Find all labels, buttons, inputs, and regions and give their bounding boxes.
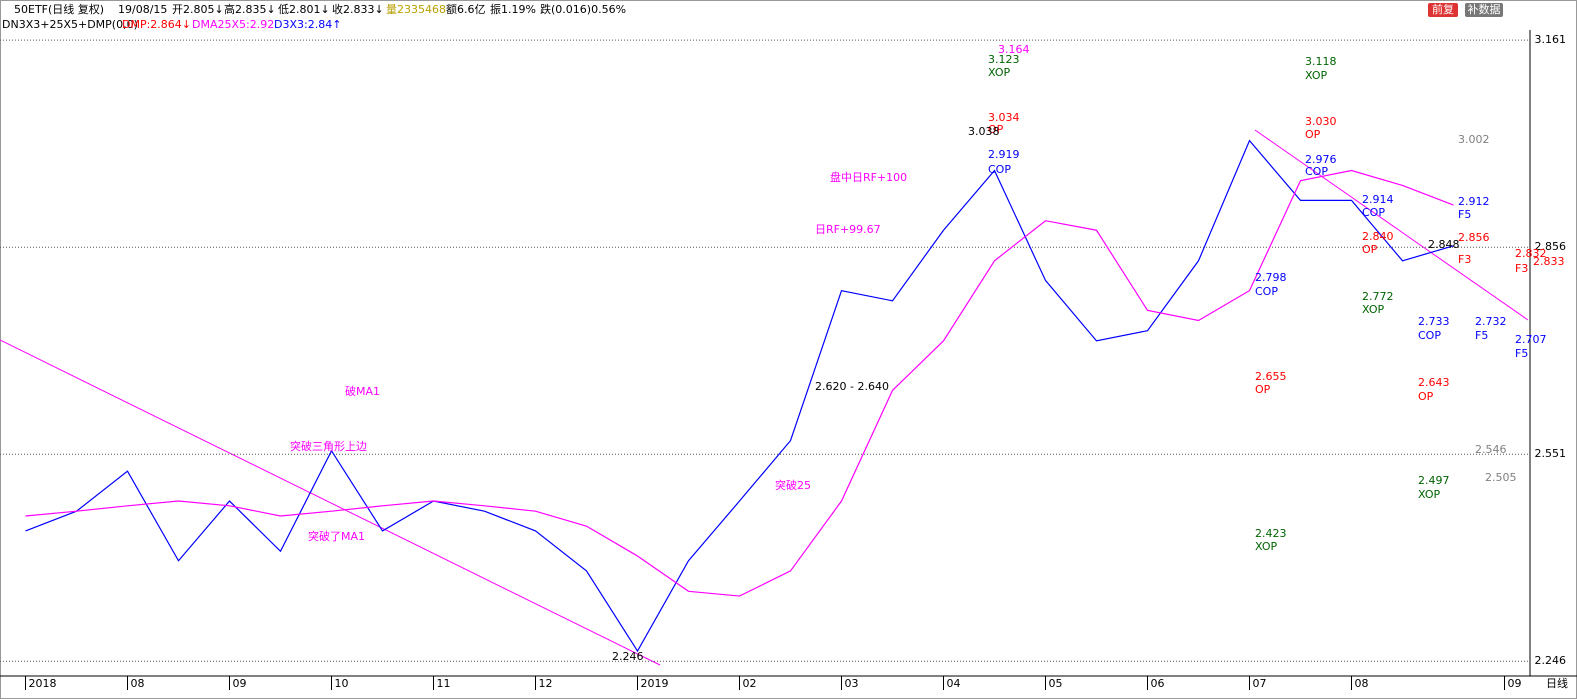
- annotation: 2.832: [1515, 247, 1547, 260]
- trend-line: [0, 339, 661, 666]
- data-button[interactable]: [1465, 3, 1503, 17]
- annotation: XOP: [1255, 540, 1277, 553]
- annotation: 2.643: [1418, 376, 1450, 389]
- series-line: [25, 169, 1454, 597]
- annotation: XOP: [988, 66, 1010, 79]
- x-tick-label: 08: [131, 677, 145, 690]
- annotation: OP: [988, 123, 1004, 136]
- y-tick-label: 2.551: [1535, 447, 1567, 460]
- annotation: 2.497: [1418, 474, 1450, 487]
- series-line: [25, 139, 1454, 653]
- x-tick-label: 07: [1253, 677, 1267, 690]
- annotation: 3.002: [1458, 133, 1490, 146]
- annotation: COP: [1362, 206, 1385, 219]
- annotation: 2.655: [1255, 370, 1287, 383]
- annotation: COP: [1418, 329, 1441, 342]
- annotation: XOP: [1418, 488, 1440, 501]
- annotation: COP: [988, 163, 1011, 176]
- annotation: F5: [1458, 208, 1471, 221]
- annotation: F3: [1458, 253, 1471, 266]
- x-tick-label: 09: [1508, 677, 1522, 690]
- date: 19/08/15: [118, 3, 167, 16]
- annotation: 3.123: [988, 53, 1020, 66]
- annotation: 突破了MA1: [308, 529, 365, 543]
- annotation: 突破三角形上边: [290, 439, 367, 453]
- y-tick-label: 2.246: [1535, 654, 1567, 667]
- x-tick-label: 09: [233, 677, 247, 690]
- open: 开2.805↓: [172, 3, 224, 16]
- high: 高2.835↓: [224, 2, 276, 16]
- x-tick-label: 2018: [29, 677, 57, 690]
- x-tick-label: 10: [335, 677, 349, 690]
- annotation: F3: [1515, 262, 1528, 275]
- low: 低2.801↓: [278, 3, 330, 16]
- annotation: 2.505: [1485, 471, 1517, 484]
- dmp: DMP:2.864↓: [122, 18, 191, 31]
- period: 日线: [1546, 676, 1568, 690]
- annotation: COP: [1305, 165, 1328, 178]
- trend-line: [1254, 129, 1529, 321]
- annotation: OP: [1362, 243, 1378, 256]
- annotation: F5: [1515, 347, 1528, 360]
- x-tick-label: 04: [947, 677, 961, 690]
- annotation: OP: [1418, 390, 1434, 403]
- annotation: 2.848: [1428, 238, 1460, 251]
- annotation: 2.919: [988, 148, 1020, 161]
- close: 收2.833↓: [332, 2, 384, 16]
- annotation: 2.620 - 2.640: [815, 380, 889, 393]
- x-tick-label: 2019: [641, 677, 669, 690]
- dma: DMA25X5:2.92: [192, 18, 274, 31]
- x-tick-label: 08: [1355, 677, 1369, 690]
- x-tick-label: 02: [743, 677, 757, 690]
- x-tick-label: 03: [845, 677, 859, 690]
- annotation: 2.772: [1362, 290, 1394, 303]
- annotation: 日RF+99.67: [815, 223, 881, 236]
- annotation: 3.164: [998, 43, 1030, 56]
- symbol: 50ETF(日线 复权): [14, 2, 104, 16]
- annotation: 2.833: [1533, 255, 1565, 268]
- x-tick-label: 06: [1151, 677, 1165, 690]
- x-tick-label: 05: [1049, 677, 1063, 690]
- annotation: 突破25: [775, 478, 811, 492]
- annotation: COP: [1255, 285, 1278, 298]
- annotation: 2.733: [1418, 315, 1450, 328]
- amount: 额6.6亿: [446, 3, 486, 16]
- restore-button-label[interactable]: 前复: [1432, 2, 1454, 16]
- annotation: 2.707: [1515, 333, 1547, 346]
- annotation: 2.856: [1458, 231, 1490, 244]
- annotation: 3.038: [968, 125, 1000, 138]
- annotation: 2.976: [1305, 153, 1337, 166]
- restore-button[interactable]: [1428, 3, 1458, 17]
- x-tick-label: 11: [437, 677, 451, 690]
- volume: 量2335468: [386, 3, 446, 16]
- annotation: 3.030: [1305, 115, 1337, 128]
- annotation: 3.034: [988, 111, 1020, 124]
- data-button-label[interactable]: 补数据: [1468, 2, 1501, 16]
- annotation: 2.840: [1362, 230, 1394, 243]
- indicator: DN3X3+25X5+DMP(0,0): [2, 18, 138, 31]
- annotation: 2.798: [1255, 271, 1287, 284]
- y-tick-label: 3.161: [1535, 33, 1567, 46]
- y-tick-label: 2.856: [1535, 240, 1567, 253]
- annotation: OP: [1305, 128, 1321, 141]
- annotation: XOP: [1305, 69, 1327, 82]
- annotation: OP: [1255, 383, 1271, 396]
- annotation: 2.423: [1255, 527, 1287, 540]
- annotation: 2.914: [1362, 193, 1394, 206]
- d3x3: D3X3:2.84↑: [274, 18, 341, 31]
- annotation: 2.546: [1475, 443, 1507, 456]
- change: 跌(0.016)0.56%: [540, 2, 626, 16]
- annotation: 破MA1: [345, 384, 380, 398]
- annotation: XOP: [1362, 303, 1384, 316]
- annotation: F5: [1475, 329, 1488, 342]
- annotation: 2.912: [1458, 195, 1490, 208]
- annotation: 2.246: [612, 650, 644, 663]
- annotation: 3.118: [1305, 55, 1337, 68]
- annotation: 盘中日RF+100: [830, 170, 907, 184]
- x-tick-label: 12: [539, 677, 553, 690]
- amplitude: 振1.19%: [490, 2, 536, 16]
- annotation: 2.732: [1475, 315, 1507, 328]
